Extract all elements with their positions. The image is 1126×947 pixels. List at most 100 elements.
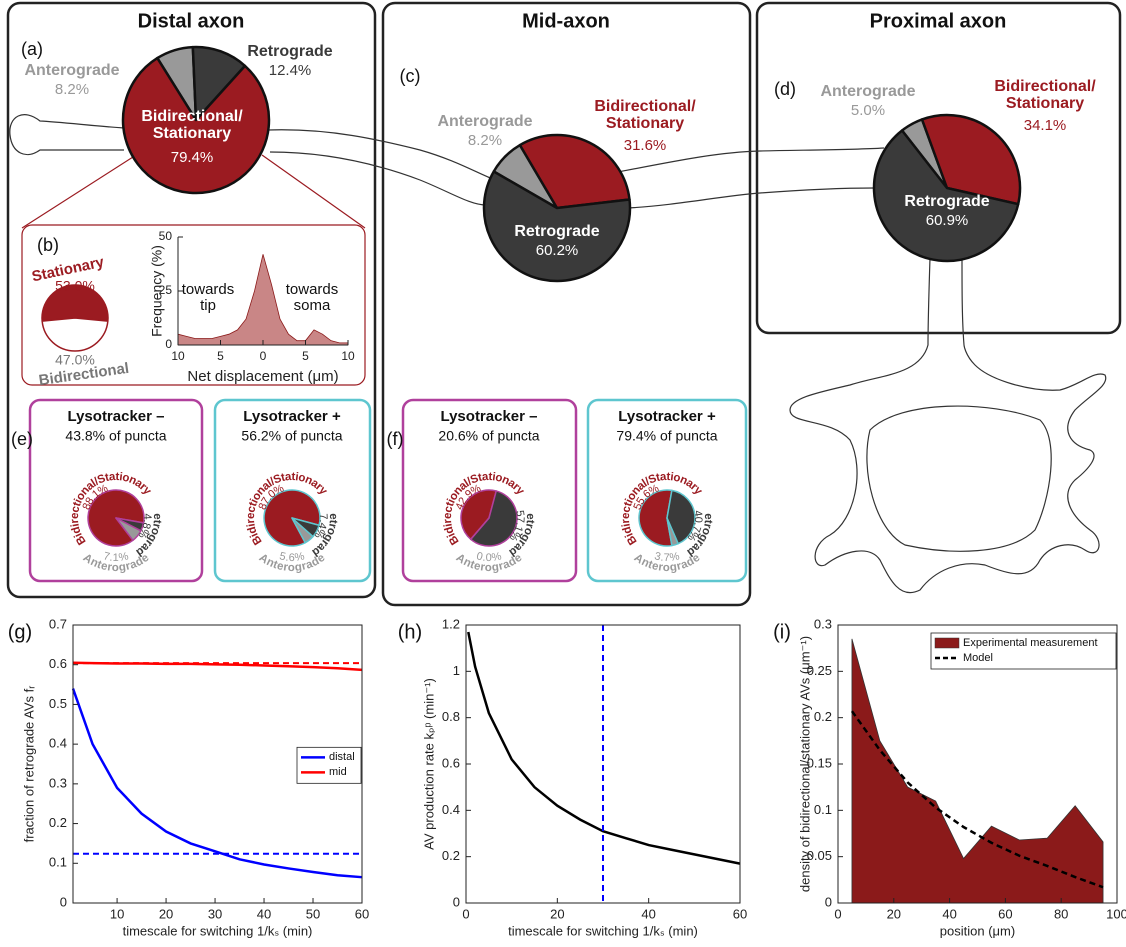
category-label: Anterograde: [820, 83, 916, 100]
category-label: Retrograde: [514, 223, 600, 240]
lyso-frame: [28, 398, 204, 583]
x-tick-label: 60: [998, 906, 1012, 921]
value-label: 47.0%: [55, 352, 95, 368]
category-label: Bidirectional/ Stationary: [994, 78, 1096, 113]
y-tick-label: 1.2: [442, 616, 460, 631]
annotation: towards soma: [285, 281, 339, 315]
panel-label: (f): [387, 429, 404, 449]
value-label: 79.4%: [170, 149, 214, 166]
panel-label: (a): [21, 39, 43, 59]
y-tick-label: 0.6: [49, 656, 67, 671]
category-label: Anterograde: [24, 62, 120, 79]
x-axis-label: timescale for switching 1/kₛ (min): [508, 923, 698, 938]
x-tick-label: 5: [302, 349, 309, 363]
lyso-title: Lysotracker +: [618, 408, 716, 425]
x-tick-label: 80: [1054, 906, 1068, 921]
pie-slice: [41, 317, 109, 352]
y-tick-label: 0: [453, 894, 460, 909]
lyso-title: Lysotracker –: [440, 408, 537, 425]
pie-slice: [666, 517, 679, 547]
value-label: 60.9%: [925, 212, 969, 229]
pie-slice: [470, 490, 518, 547]
category-label: Bidirectional/ Stationary: [594, 98, 696, 133]
pie-slice: [518, 133, 631, 210]
y-tick-label: 0.4: [49, 736, 67, 751]
panel-label: (b): [37, 235, 59, 255]
lyso-frame: [586, 398, 748, 583]
legend-label: distal: [329, 751, 355, 763]
line: [467, 631, 741, 865]
plot-frame: [72, 624, 363, 904]
y-tick-label: 0.8: [442, 709, 460, 724]
value-label: 0.0%: [475, 550, 503, 564]
value-label-path: 5.6%: [278, 550, 306, 564]
category-label: Retrograde: [904, 193, 990, 210]
y-tick-label: 0.2: [49, 815, 67, 830]
panel-title: Mid-axon: [522, 10, 610, 32]
y-tick-label: 0.1: [814, 802, 832, 817]
y-tick-label: 0.5: [49, 696, 67, 711]
lyso-subtitle: 56.2% of puncta: [241, 428, 342, 444]
legend-box: [296, 746, 362, 784]
area: [851, 638, 1104, 904]
y-tick-label: 0.15: [807, 755, 832, 770]
value-label: 60.2%: [535, 242, 579, 259]
category-label: Bidirectional/ Stationary: [141, 108, 243, 143]
pie-slice: [666, 489, 696, 545]
y-tick-label: 0.1: [49, 855, 67, 870]
x-tick-label: 60: [733, 906, 747, 921]
y-tick-label: 0.2: [442, 848, 460, 863]
x-axis-label: position (μm): [940, 923, 1015, 938]
x-tick-label: 60: [355, 906, 369, 921]
pie-slice: [470, 517, 490, 541]
y-tick-label: 0.25: [807, 663, 832, 678]
panel-label: (h): [398, 621, 422, 643]
lyso-subtitle: 79.4% of puncta: [616, 428, 717, 444]
panel-label: (d): [774, 79, 796, 99]
pie-slice: [920, 113, 1022, 206]
lyso-subtitle: 20.6% of puncta: [438, 428, 539, 444]
panel-frame: [381, 1, 752, 607]
pie-slice: [872, 129, 1020, 263]
area: [177, 254, 349, 346]
pie-slice: [41, 284, 109, 322]
y-tick-label: 25: [159, 283, 173, 297]
legend-label: Model: [963, 652, 993, 664]
value-label: 3.7%: [653, 550, 681, 564]
x-tick-label: 10: [110, 906, 124, 921]
panel-frame: [755, 1, 1122, 335]
y-tick-label: 0.7: [49, 616, 67, 631]
x-tick-label: 10: [341, 349, 355, 363]
y-tick-label: 0: [165, 337, 172, 351]
lyso-title: Lysotracker +: [243, 408, 341, 425]
y-tick-label: 50: [159, 229, 173, 243]
x-tick-label: 20: [887, 906, 901, 921]
pie-slice: [87, 489, 145, 547]
legend-label: Experimental measurement: [963, 637, 1098, 649]
x-tick-label: 10: [171, 349, 185, 363]
x-tick-label: 20: [159, 906, 173, 921]
value-label: 53.0%: [55, 278, 95, 294]
value-label: 8.2%: [467, 132, 503, 149]
inset-connector: [21, 154, 366, 229]
x-tick-label: 0: [834, 906, 841, 921]
lyso-title: Lysotracker –: [67, 408, 164, 425]
value-label: 31.6%: [623, 137, 667, 154]
x-axis-label: Net displacement (μm): [187, 368, 338, 385]
value-label-path: 7.1%: [102, 550, 130, 564]
x-tick-label: 50: [306, 906, 320, 921]
y-tick-label: 0.2: [814, 709, 832, 724]
x-tick-label: 40: [641, 906, 655, 921]
y-tick-label: 0: [60, 894, 67, 909]
panel-title: Distal axon: [138, 10, 245, 32]
lyso-subtitle: 43.8% of puncta: [65, 428, 166, 444]
x-tick-label: 0: [260, 349, 267, 363]
y-axis-label: density of bidirectional/stationary AVs …: [797, 636, 812, 892]
panel-label: (i): [773, 621, 791, 643]
y-axis-label: Frequency (%): [149, 245, 165, 337]
x-tick-label: 40: [257, 906, 271, 921]
value-label: 34.1%: [1023, 117, 1067, 134]
value-label: 7.1%: [102, 550, 130, 564]
category-label: Retrograde: [247, 43, 333, 60]
